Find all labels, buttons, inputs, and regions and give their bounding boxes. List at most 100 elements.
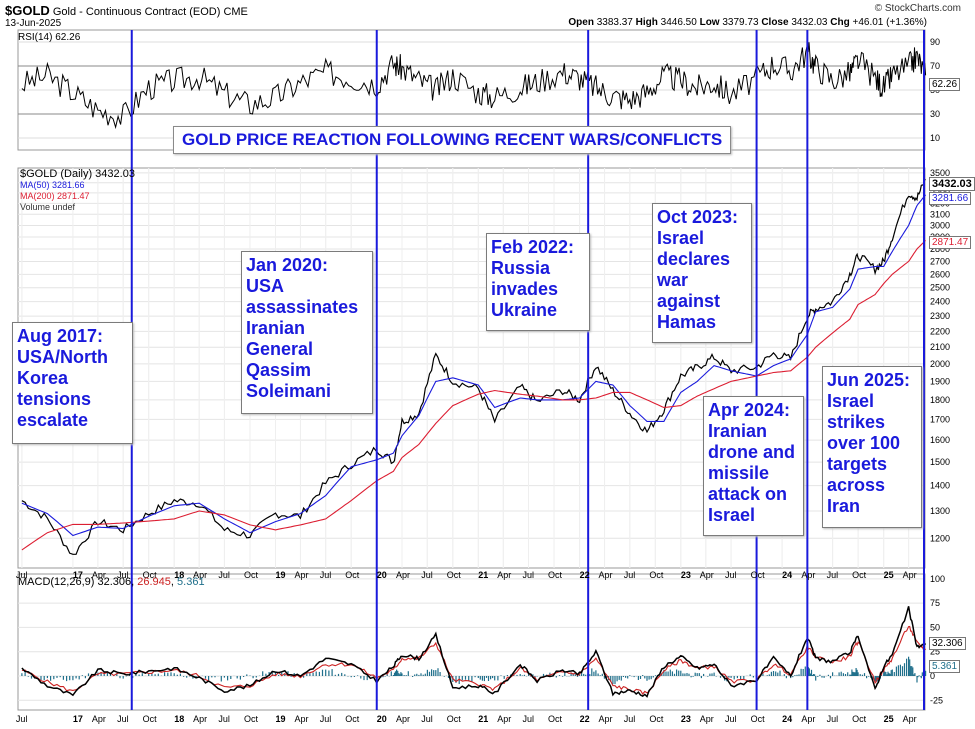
annotation-line: Feb 2022: bbox=[491, 237, 575, 257]
macd-x-tick: 17 bbox=[73, 714, 83, 724]
annotation-line: USA bbox=[246, 276, 285, 296]
price-y-tick: 2100 bbox=[930, 342, 950, 352]
low-label: Low bbox=[699, 17, 720, 28]
macd-x-tick: Oct bbox=[345, 714, 360, 724]
price-x-tick: Apr bbox=[92, 570, 106, 580]
price-x-tick: Apr bbox=[396, 570, 410, 580]
rsi-legend: RSI(14) 62.26 bbox=[18, 32, 80, 43]
macd-x-tick: Jul bbox=[218, 714, 230, 724]
price-x-tick: Oct bbox=[143, 570, 158, 580]
price-y-tick: 2300 bbox=[930, 311, 950, 321]
rsi-y-tick: 30 bbox=[930, 109, 940, 119]
price-x-tick: Oct bbox=[548, 570, 563, 580]
annotation-line: across bbox=[827, 475, 886, 495]
price-x-tick: 21 bbox=[478, 570, 488, 580]
annotation-line: Israel bbox=[827, 391, 875, 411]
macd-x-tick: Jul bbox=[117, 714, 129, 724]
close-label: Close bbox=[761, 17, 789, 28]
axis-layer: 3500340033003200310030002900280027002600… bbox=[16, 37, 950, 724]
price-x-tick: Jul bbox=[218, 570, 230, 580]
macd-x-tick: 18 bbox=[174, 714, 184, 724]
annotation-line: Russia bbox=[491, 258, 551, 278]
price-x-tick: Apr bbox=[497, 570, 511, 580]
price-y-tick: 1700 bbox=[930, 414, 950, 424]
annotation-line: strikes bbox=[827, 412, 886, 432]
macd-legend-signal: 26.945 bbox=[137, 576, 171, 588]
macd-x-tick: Oct bbox=[751, 714, 766, 724]
annotation-line: General bbox=[246, 339, 314, 359]
rsi-y-tick: 90 bbox=[930, 37, 940, 47]
price-y-tick: 2800 bbox=[930, 244, 950, 254]
macd-x-tick: Jul bbox=[827, 714, 839, 724]
annotation-line: against bbox=[657, 291, 721, 311]
symbol: $GOLD bbox=[5, 3, 50, 18]
annotation-line: targets bbox=[827, 454, 888, 474]
macd-x-tick: Apr bbox=[396, 714, 410, 724]
macd-signal-line bbox=[21, 625, 927, 695]
price-legend-main: $GOLD (Daily) 3432.03 bbox=[20, 168, 135, 180]
price-x-tick: Oct bbox=[751, 570, 766, 580]
high-label: High bbox=[635, 17, 658, 28]
macd-y-tick: 75 bbox=[930, 598, 940, 608]
macd-x-tick: 22 bbox=[580, 714, 590, 724]
annotation-line: war bbox=[657, 270, 689, 290]
macd-x-tick: Oct bbox=[244, 714, 259, 724]
annotation-oct-2023: Oct 2023: Israel declares war against Hamas bbox=[652, 203, 752, 343]
price-x-tick: Jul bbox=[725, 570, 737, 580]
price-y-tick: 2200 bbox=[930, 326, 950, 336]
annotation-feb-2022: Feb 2022: Russia invades Ukraine bbox=[486, 233, 590, 331]
price-x-tick: Jul bbox=[827, 570, 839, 580]
macd-x-tick: 23 bbox=[681, 714, 691, 724]
ma200-value-tag: 2871.47 bbox=[929, 236, 972, 249]
price-y-tick: 2400 bbox=[930, 297, 950, 307]
macd-x-tick: Jul bbox=[16, 714, 28, 724]
rsi-y-tick: 10 bbox=[930, 133, 940, 143]
price-y-tick: 1900 bbox=[930, 376, 950, 386]
price-x-tick: 17 bbox=[73, 570, 83, 580]
annotation-line: escalate bbox=[17, 410, 89, 430]
ma50-legend: MA(50) 3281.66 bbox=[20, 180, 85, 190]
price-x-tick: Oct bbox=[852, 570, 867, 580]
annotation-aug-2017: Aug 2017: USA/North Korea tensions escalate bbox=[12, 322, 133, 444]
high-value: 3446.50 bbox=[660, 17, 697, 28]
price-x-tick: Jul bbox=[421, 570, 433, 580]
macd-x-tick: Oct bbox=[852, 714, 867, 724]
macd-x-tick: Apr bbox=[801, 714, 815, 724]
instrument-name: Gold - Continuous Contract (EOD) bbox=[52, 6, 221, 18]
annotation-line: Iranian bbox=[246, 318, 306, 338]
close-value-tag: 3432.03 bbox=[929, 177, 975, 191]
macd-x-tick: Jul bbox=[320, 714, 332, 724]
annotation-line: over 100 bbox=[827, 433, 901, 453]
annotation-line: Qassim bbox=[246, 360, 312, 380]
annotation-line: USA/North bbox=[17, 347, 108, 367]
annotation-line: drone and bbox=[708, 442, 796, 462]
series-ma200-line bbox=[21, 240, 926, 551]
price-x-tick: 20 bbox=[377, 570, 387, 580]
price-x-tick: Jul bbox=[523, 570, 535, 580]
price-y-tick: 1500 bbox=[930, 457, 950, 467]
price-x-tick: 19 bbox=[275, 570, 285, 580]
low-value: 3379.73 bbox=[722, 17, 759, 28]
price-y-tick: 1300 bbox=[930, 506, 950, 516]
annotation-line: Korea bbox=[17, 368, 69, 388]
annotation-line: missile bbox=[708, 463, 770, 483]
macd-x-tick: 19 bbox=[275, 714, 285, 724]
price-x-tick: Apr bbox=[599, 570, 613, 580]
macd-x-tick: Jul bbox=[421, 714, 433, 724]
ma50-value-tag: 3281.66 bbox=[929, 192, 972, 205]
annotation-line: Israel bbox=[708, 505, 756, 525]
annotation-line: Israel bbox=[657, 228, 705, 248]
price-x-tick: Oct bbox=[345, 570, 360, 580]
annotation-line: Aug 2017: bbox=[17, 326, 104, 346]
price-x-tick: Apr bbox=[294, 570, 308, 580]
price-y-tick: 1800 bbox=[930, 395, 950, 405]
annotation-line: declares bbox=[657, 249, 731, 269]
annotation-line: Iran bbox=[827, 496, 861, 516]
watermark: © StockCharts.com bbox=[874, 3, 961, 14]
price-y-tick: 2600 bbox=[930, 269, 950, 279]
exchange: CME bbox=[223, 6, 248, 18]
price-x-tick: Jul bbox=[117, 570, 129, 580]
macd-value-tag: 32.306 bbox=[929, 637, 966, 650]
price-x-tick: Apr bbox=[903, 570, 917, 580]
price-x-tick: Oct bbox=[244, 570, 259, 580]
